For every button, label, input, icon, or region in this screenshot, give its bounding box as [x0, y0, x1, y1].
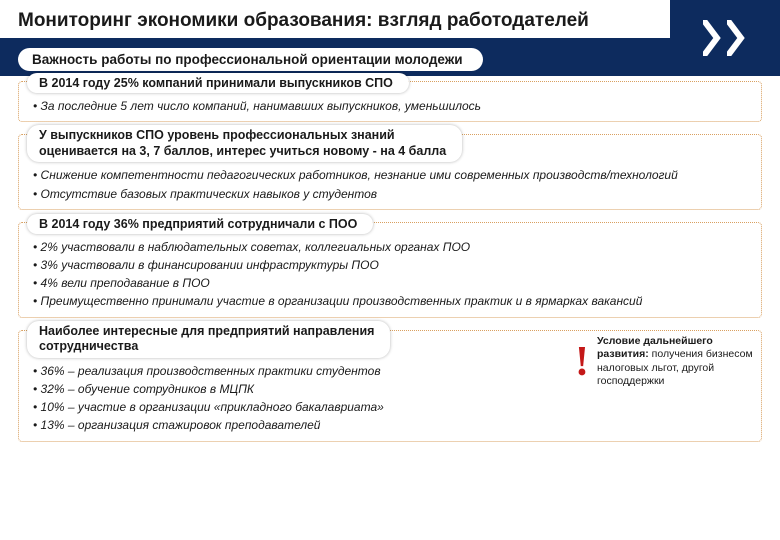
bullet: 2% участвовали в наблюдательных советах,…	[33, 238, 747, 256]
block-3: В 2014 году 36% предприятий сотрудничали…	[18, 222, 762, 318]
block-header: Наиболее интересные для предприятий напр…	[27, 321, 390, 358]
block-body: 2% участвовали в наблюдательных советах,…	[19, 238, 761, 317]
block-body: За последние 5 лет число компаний, наним…	[19, 97, 761, 121]
title-area: Мониторинг экономики образования: взгляд…	[0, 0, 780, 38]
exclamation-icon: !	[575, 341, 589, 383]
bullet: Снижение компетентности педагогических р…	[33, 166, 747, 184]
bullet: 4% вели преподавание в ПОО	[33, 274, 747, 292]
bullet: 3% участвовали в финансировании инфрастр…	[33, 256, 747, 274]
bullet: 32% – обучение сотрудников в МЦПК	[33, 380, 557, 398]
block-header: В 2014 году 25% компаний принимали выпус…	[27, 73, 409, 93]
block-1: В 2014 году 25% компаний принимали выпус…	[18, 81, 762, 122]
bullet: 13% – организация стажировок преподавате…	[33, 416, 557, 434]
block-body: Снижение компетентности педагогических р…	[19, 166, 761, 208]
subtitle: Важность работы по профессиональной орие…	[18, 48, 483, 71]
slide: Мониторинг экономики образования: взгляд…	[0, 0, 780, 540]
condition-text: Условие дальнейшего развития: получения …	[597, 335, 755, 390]
bullet: 36% – реализация производственных практи…	[33, 362, 557, 380]
bullet: За последние 5 лет число компаний, наним…	[33, 97, 747, 115]
bullet: 10% – участие в организации «прикладного…	[33, 398, 557, 416]
block-2: У выпускников СПО уровень профессиональн…	[18, 134, 762, 210]
block-4: Наиболее интересные для предприятий напр…	[18, 330, 762, 442]
bullet: Отсутствие базовых практических навыков …	[33, 185, 747, 203]
block-header: У выпускников СПО уровень профессиональн…	[27, 125, 462, 162]
content: В 2014 году 25% компаний принимали выпус…	[0, 81, 780, 459]
block-header: В 2014 году 36% предприятий сотрудничали…	[27, 214, 373, 234]
subtitle-band: Важность работы по профессиональной орие…	[18, 48, 762, 71]
slide-title: Мониторинг экономики образования: взгляд…	[18, 10, 762, 32]
condition-callout: ! Условие дальнейшего развития: получени…	[571, 331, 761, 394]
block-body: 36% – реализация производственных практи…	[19, 362, 571, 441]
bullet: Преимущественно принимали участие в орга…	[33, 292, 747, 310]
